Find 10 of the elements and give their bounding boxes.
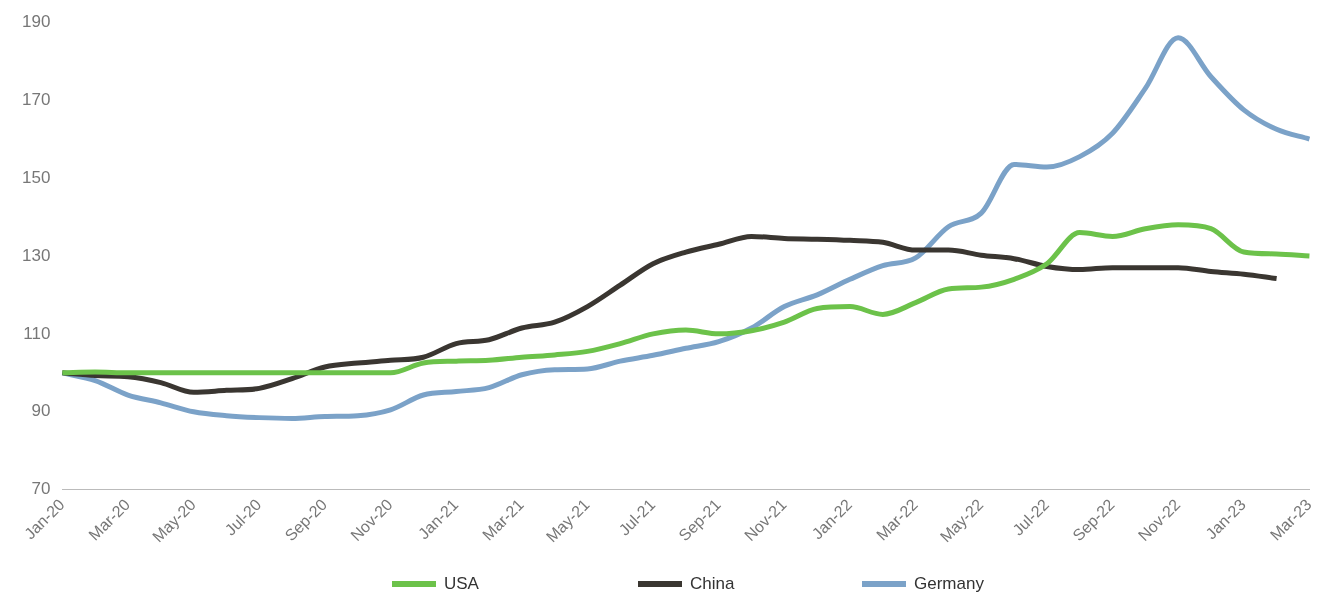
y-tick-label: 130 <box>21 245 51 265</box>
y-tick-label: 110 <box>23 323 51 343</box>
y-tick-label: 70 <box>31 479 51 499</box>
y-tick-label: 150 <box>21 167 51 187</box>
y-tick-label: 90 <box>31 401 51 421</box>
y-tick-label: 190 <box>21 11 51 31</box>
legend-label: USA <box>444 573 480 593</box>
legend-label: China <box>690 573 735 593</box>
legend-label: Germany <box>914 573 985 593</box>
y-tick-label: 170 <box>21 89 51 109</box>
